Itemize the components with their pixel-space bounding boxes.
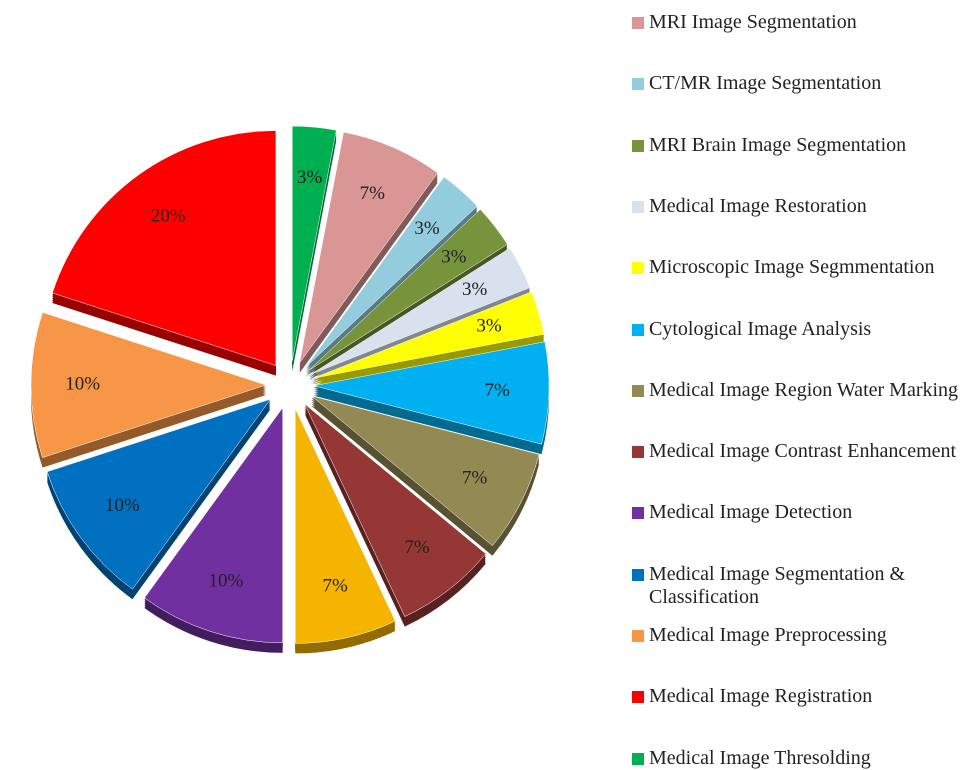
slice	[144, 407, 283, 644]
legend-swatch	[632, 17, 644, 29]
data-label: 7%	[404, 537, 430, 558]
legend-item: Medical Image Segmentation & Classificat…	[632, 563, 966, 609]
legend-label: Medical Image Restoration	[649, 194, 867, 217]
data-label: 7%	[485, 380, 511, 401]
legend-item: Medical Image Contrast Enhancement	[632, 440, 966, 463]
slice	[292, 125, 337, 362]
legend-label: Medical Image Thresolding	[649, 746, 871, 769]
legend-swatch	[632, 630, 644, 642]
legend-item: MRI Brain Image Segmentation	[632, 134, 966, 157]
data-label: 20%	[151, 206, 186, 227]
slice	[46, 398, 272, 590]
slice	[52, 130, 277, 366]
legend-item: Microscopic Image Segmmentation	[632, 256, 966, 279]
legend-item: Medical Image Thresolding	[632, 747, 966, 770]
legend-swatch	[632, 384, 644, 397]
data-label: 7%	[323, 576, 349, 597]
data-label: 7%	[462, 467, 488, 488]
data-label: 3%	[441, 246, 467, 267]
legend-swatch	[632, 139, 644, 152]
legend-label: Medical Image Segmentation & Classificat…	[649, 562, 906, 608]
slice	[308, 209, 508, 371]
pie-area: 7%3%3%3%3%7%7%7%7%10%10%10%20%3%	[30, 125, 550, 654]
legend-label: Cytological Image Analysis	[649, 317, 872, 340]
legend-swatch	[632, 78, 644, 91]
slice	[294, 408, 396, 644]
legend-label: MRI Image Segmentation	[649, 11, 857, 33]
data-label: 3%	[462, 279, 488, 300]
data-label: 7%	[360, 183, 386, 204]
legend-swatch	[632, 691, 644, 704]
legend-swatch	[632, 262, 644, 275]
legend-swatch	[632, 446, 644, 459]
slice	[312, 291, 545, 379]
pie-slices: 7%3%3%3%3%7%7%7%7%10%10%10%20%3%	[30, 125, 550, 644]
legend-item: Medical Image Region Water Marking	[632, 379, 966, 402]
legend-item: MRI Image Segmentation	[632, 11, 966, 34]
legend-label: CT/MR Image Segmentation	[649, 72, 882, 95]
legend-label: Medical Image Contrast Enhancement	[649, 440, 957, 463]
legend-swatch	[632, 752, 644, 765]
legend-item: Medical Image Detection	[632, 501, 966, 524]
data-label: 3%	[297, 167, 323, 188]
legend-swatch	[632, 507, 644, 520]
slice	[305, 176, 478, 368]
slice	[311, 395, 540, 547]
legend-item: Cytological Image Analysis	[632, 318, 966, 341]
slice	[311, 247, 531, 375]
legend-item: Medical Image Registration	[632, 685, 966, 708]
data-label: 10%	[209, 571, 244, 592]
legend-label: Microscopic Image Segmmentation	[649, 256, 935, 279]
legend-swatch	[632, 568, 644, 581]
legend-item: Medical Image Preprocessing	[632, 624, 966, 647]
legend-label: Medical Image Detection	[649, 501, 853, 524]
legend-label: Medical Image Region Water Marking	[649, 378, 959, 401]
legend-label: Medical Image Preprocessing	[649, 624, 887, 646]
legend-swatch	[632, 323, 644, 336]
data-label: 10%	[105, 495, 140, 516]
data-label: 10%	[65, 373, 100, 394]
data-label: 3%	[414, 218, 440, 239]
legend-label: MRI Brain Image Segmentation	[649, 133, 907, 156]
slice	[304, 403, 487, 617]
legend-item: CT/MR Image Segmentation	[632, 72, 966, 95]
legend-swatch	[632, 200, 644, 213]
slice	[30, 312, 267, 458]
legend-label: Medical Image Registration	[649, 685, 873, 708]
slice	[299, 131, 439, 364]
slice	[313, 341, 550, 445]
legend-item: Medical Image Restoration	[632, 195, 966, 218]
data-label: 3%	[476, 316, 502, 337]
